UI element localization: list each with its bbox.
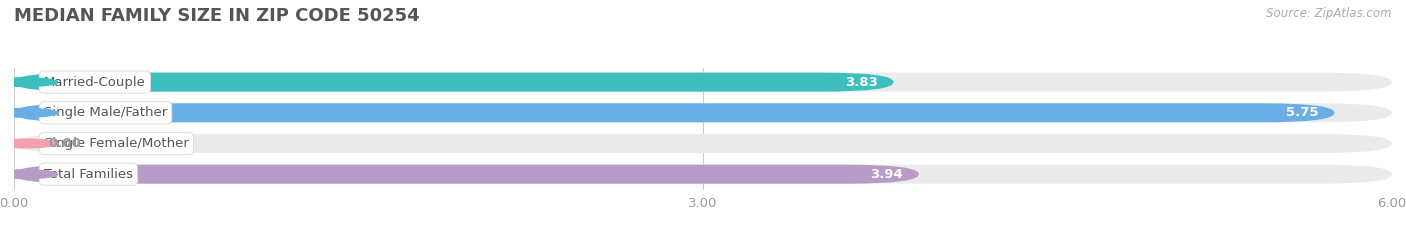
FancyBboxPatch shape [14, 134, 1392, 153]
Circle shape [0, 78, 58, 86]
Text: Total Families: Total Families [44, 168, 134, 181]
Text: Single Male/Father: Single Male/Father [44, 106, 167, 119]
Text: 3.94: 3.94 [870, 168, 903, 181]
Text: MEDIAN FAMILY SIZE IN ZIP CODE 50254: MEDIAN FAMILY SIZE IN ZIP CODE 50254 [14, 7, 419, 25]
FancyBboxPatch shape [14, 73, 894, 92]
Text: 3.83: 3.83 [845, 76, 877, 89]
Text: 5.75: 5.75 [1286, 106, 1319, 119]
Circle shape [0, 139, 58, 148]
FancyBboxPatch shape [14, 165, 1392, 184]
FancyBboxPatch shape [14, 103, 1392, 122]
Text: Married-Couple: Married-Couple [44, 76, 146, 89]
Text: 0.00: 0.00 [48, 137, 82, 150]
FancyBboxPatch shape [14, 165, 920, 184]
FancyBboxPatch shape [14, 103, 1334, 122]
Circle shape [0, 109, 58, 117]
Text: Single Female/Mother: Single Female/Mother [44, 137, 188, 150]
Circle shape [0, 170, 58, 178]
FancyBboxPatch shape [14, 73, 1392, 92]
Text: Source: ZipAtlas.com: Source: ZipAtlas.com [1267, 7, 1392, 20]
